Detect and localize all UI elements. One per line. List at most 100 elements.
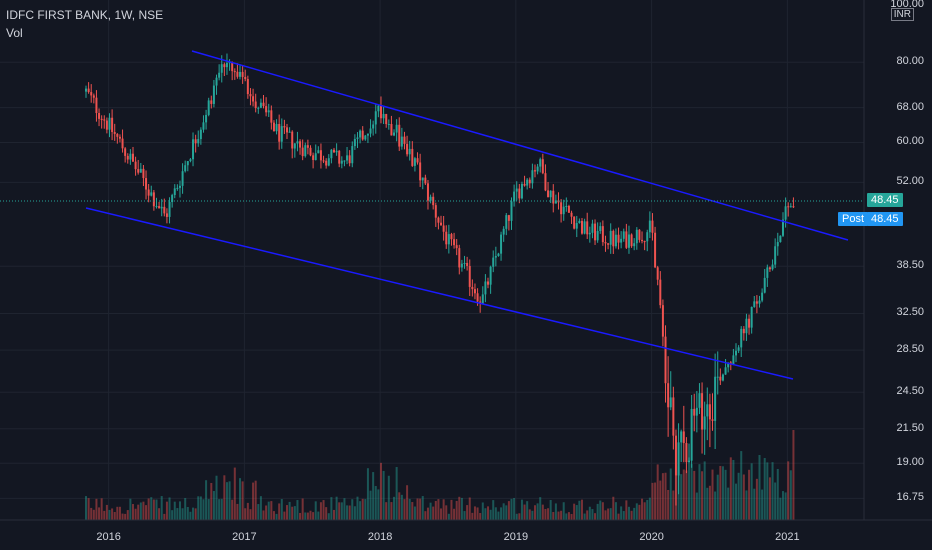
volume-bar [729,457,732,520]
volume-bar [763,458,766,520]
candle-body [398,124,401,147]
candle-body [189,159,192,162]
volume-bar [617,513,620,520]
candle-body [330,149,333,159]
volume-bar [599,500,602,520]
volume-bar [695,492,698,520]
volume-bar [304,512,307,520]
volume-bar [129,498,132,520]
candle-body [197,139,200,144]
candle-body [338,150,341,164]
candle-body [314,153,317,160]
candle-body [484,281,487,295]
candle-body [186,161,189,166]
candle-body [520,183,523,199]
volume-bar [319,502,322,520]
volume-bar [270,501,273,520]
volume-bar [497,511,500,520]
candle-body [578,220,581,224]
candle-body [142,168,145,179]
candle-body [265,106,268,113]
time-axis[interactable]: 2016 2017 2018 2019 2020 2021 [96,531,799,543]
volume-bar [573,503,576,520]
volume-bar [510,498,513,520]
candle-body [332,149,335,153]
grid [0,0,864,520]
candle-body [207,100,210,115]
volume-bar [416,498,419,520]
candle-body [667,383,670,408]
volume-bar [100,498,103,520]
candle-body [270,110,273,123]
candle-body [178,185,181,188]
volume-bar [544,509,547,520]
candle-body [103,119,106,121]
time-tick-label: 2017 [232,531,256,543]
volume-bar [126,510,129,520]
candle-body [489,266,492,285]
candle-body [220,64,223,73]
volume-bar [445,505,448,520]
volume-bar [186,506,189,520]
candle-body [340,160,343,164]
candle-body [246,79,249,95]
candle-body [716,376,719,378]
volume-bar [202,499,205,520]
candle-body [698,393,701,408]
volume-bar [124,513,127,520]
candle-body [784,206,787,220]
lower-trendline[interactable] [85,207,794,380]
price-tick-label: 80.00 [896,55,924,68]
candle-body [400,136,403,147]
volume-bar [103,510,106,520]
candle-body [319,150,322,161]
upper-trendline[interactable] [191,50,849,241]
volume-bar [703,461,706,520]
candle-body [225,63,228,68]
volume-bar [453,508,456,520]
volume-bar [189,511,192,520]
volume-bar [664,472,667,520]
volume-bar [750,463,753,520]
volume-bar [523,504,526,520]
time-tick-label: 2021 [775,531,799,543]
currency-badge[interactable]: INR [890,8,914,21]
candle-body [740,328,743,348]
volume-bar [113,512,116,520]
candle-body [523,183,526,186]
volume-bar [779,497,782,520]
volume-bar [476,507,479,520]
candle-body [494,256,497,258]
volume-bar [199,496,202,520]
candle-body [560,202,563,215]
candle-body [236,71,239,77]
candle-body [283,126,286,128]
candle-body [205,114,208,123]
volume-bar [560,510,563,520]
candle-body [155,206,158,208]
candle-body [181,171,184,186]
candle-body [792,206,795,208]
candle-body [549,190,552,198]
candle-body [356,137,359,139]
volume-bar [205,480,208,520]
candle-body [215,77,218,86]
volume-bar [171,510,174,520]
volume-label[interactable]: Vol [6,26,23,40]
candle-body [781,219,784,236]
volume-bar [150,497,153,520]
volume-bar [241,481,244,520]
candle-body [711,419,714,421]
volume-bar [549,499,552,520]
volume-bar [215,475,218,520]
candle-body [596,231,599,241]
candle-body [674,435,677,476]
volume-bar [382,470,385,520]
candle-body [364,135,367,140]
volume-bar [142,501,145,520]
symbol-title[interactable]: IDFC FIRST BANK, 1W, NSE [6,8,164,22]
candle-body [547,190,550,198]
volume-bar [708,485,711,520]
candle-body [98,113,101,119]
